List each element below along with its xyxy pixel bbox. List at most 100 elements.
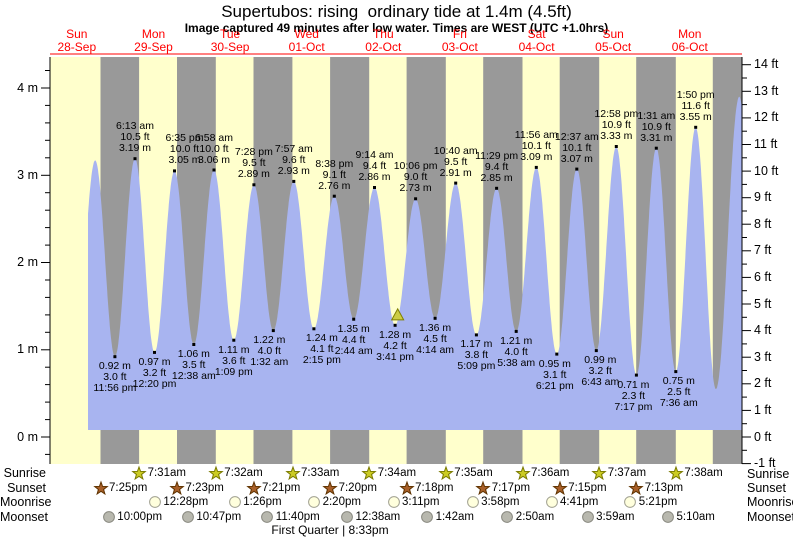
moonrise-time-label: 2:20pm bbox=[322, 496, 361, 508]
right-axis-tick-label: 12 ft bbox=[754, 110, 779, 125]
low-tide-dot bbox=[433, 316, 437, 320]
page-subtitle: Image captured 49 minutes after low wate… bbox=[184, 21, 609, 35]
day-date-label: 06-Oct bbox=[671, 40, 708, 54]
high-tide-dot bbox=[495, 186, 499, 190]
sunrise-star-icon bbox=[208, 465, 224, 481]
moonrise-circle-icon bbox=[308, 496, 320, 508]
right-axis-tick-label: -1 ft bbox=[754, 456, 776, 471]
low-tide-label: 1.21 m 4.0 ft 5:38 am bbox=[497, 334, 536, 369]
day-weekday-label: Mon bbox=[141, 27, 166, 41]
sunrise-star-icon bbox=[284, 465, 301, 481]
high-tide-label: 12:37 am 10.1 ft 3.07 m bbox=[554, 130, 599, 165]
legend-moonrise-right: Moonrise bbox=[747, 495, 793, 509]
high-tide-dot bbox=[614, 145, 618, 148]
legend-sunset-right: Sunset bbox=[747, 481, 786, 495]
high-tide-dot bbox=[654, 146, 658, 150]
high-tide-dot bbox=[252, 183, 256, 187]
moonrise-circle-icon bbox=[148, 496, 161, 508]
day-date-label: 04-Oct bbox=[518, 40, 555, 54]
legend-sunrise-right: Sunrise bbox=[747, 467, 790, 481]
right-axis-tick-label: 5 ft bbox=[754, 296, 772, 311]
high-tide-dot bbox=[292, 179, 296, 183]
sunrise-star-icon bbox=[361, 465, 377, 481]
sunrise-star-icon bbox=[514, 465, 531, 481]
high-tide-label: 10:40 am 9.5 ft 2.91 m bbox=[433, 144, 478, 179]
day-weekday-label: Tue bbox=[219, 27, 241, 41]
low-tide-dot bbox=[594, 349, 598, 353]
sunset-star-icon bbox=[475, 480, 491, 495]
sunset-time-label: 7:17pm bbox=[491, 481, 531, 494]
left-axis-tick-label: 4 m bbox=[17, 80, 38, 95]
sunset-star-icon bbox=[322, 480, 338, 495]
low-tide-label: 1.24 m 4.1 ft 2:15 pm bbox=[302, 332, 341, 367]
moonset-time-label: 3:59am bbox=[596, 510, 635, 523]
moonset-circle-icon bbox=[261, 510, 274, 523]
sunset-star-icon bbox=[169, 480, 185, 495]
sunrise-time-label: 7:34am bbox=[377, 467, 417, 479]
high-tide-dot bbox=[212, 168, 216, 172]
moonset-time-label: 11:40pm bbox=[275, 510, 320, 523]
low-tide-label: 0.99 m 3.2 ft 6:43 am bbox=[581, 354, 620, 389]
sunset-time-label: 7:21pm bbox=[262, 481, 301, 494]
high-tide-label: 6:35 pm 10.0 ft 3.05 m bbox=[165, 132, 204, 167]
moonrise-time-label: 3:58pm bbox=[481, 496, 520, 508]
day-date-label: 28-Sep bbox=[57, 40, 97, 54]
right-axis-tick-label: 1 ft bbox=[754, 402, 772, 417]
legend-sunrise-left: Sunrise bbox=[3, 466, 46, 480]
sunrise-time-label: 7:35am bbox=[454, 467, 493, 479]
right-axis-tick-label: 3 ft bbox=[754, 349, 772, 364]
low-tide-label: 1.17 m 3.8 ft 5:09 pm bbox=[457, 338, 496, 373]
low-tide-label: 1.11 m 3.6 ft 1:09 pm bbox=[214, 343, 253, 378]
low-tide-label: 1.06 m 3.5 ft 12:38 am bbox=[171, 348, 216, 382]
moonrise-circle-icon bbox=[466, 496, 479, 508]
day-date-label: 01-Oct bbox=[288, 40, 325, 54]
moonrise-circle-icon bbox=[545, 496, 558, 508]
high-tide-label: 7:28 pm 9.5 ft 2.89 m bbox=[234, 146, 273, 181]
sunset-time-label: 7:18pm bbox=[415, 481, 454, 494]
moonset-circle-icon bbox=[341, 510, 353, 523]
high-tide-dot bbox=[173, 169, 176, 173]
day-weekday-label: Mon bbox=[678, 27, 702, 41]
moonset-circle-icon bbox=[102, 510, 115, 523]
high-tide-label: 6:13 am 10.5 ft 3.19 m bbox=[116, 120, 154, 155]
day-date-label: 05-Oct bbox=[595, 40, 632, 54]
moonset-time-label: 5:10am bbox=[676, 510, 715, 523]
sunset-star-icon bbox=[92, 480, 109, 495]
low-tide-dot bbox=[271, 329, 275, 333]
day-date-label: 30-Sep bbox=[210, 40, 250, 54]
high-tide-label: 7:57 am 9.6 ft 2.93 m bbox=[274, 142, 313, 177]
sunrise-star-icon bbox=[438, 465, 454, 481]
sunset-time-label: 7:15pm bbox=[568, 481, 607, 494]
moonrise-time-label: 3:11pm bbox=[402, 496, 440, 508]
moonset-circle-icon bbox=[421, 510, 433, 523]
high-tide-dot bbox=[575, 167, 579, 171]
sunrise-time-label: 7:33am bbox=[301, 467, 340, 479]
right-axis-tick-label: 8 ft bbox=[754, 216, 772, 231]
sunset-time-label: 7:25pm bbox=[109, 481, 148, 494]
moonset-time-label: 10:00pm bbox=[117, 510, 163, 523]
right-axis-tick-label: 6 ft bbox=[754, 269, 772, 284]
moonrise-time-label: 4:41pm bbox=[560, 496, 599, 508]
right-axis-tick-label: 2 ft bbox=[754, 376, 772, 391]
right-axis-tick-label: 0 ft bbox=[754, 429, 772, 444]
low-tide-dot bbox=[192, 343, 196, 346]
high-tide-label: 1:31 am 10.9 ft 3.31 m bbox=[637, 109, 676, 144]
moonrise-time-label: 5:21pm bbox=[638, 496, 678, 508]
moonrise-circle-icon bbox=[624, 496, 637, 508]
high-tide-label: 11:29 pm 9.4 ft 2.85 m bbox=[475, 149, 519, 184]
right-axis-tick-label: 4 ft bbox=[754, 323, 772, 338]
right-axis-tick-label: 9 ft bbox=[754, 190, 772, 205]
right-axis-tick-label: 13 ft bbox=[754, 83, 779, 98]
high-tide-dot bbox=[373, 186, 376, 189]
sunset-star-icon bbox=[551, 480, 568, 495]
sunrise-star-icon bbox=[131, 465, 147, 481]
right-axis-tick-label: 7 ft bbox=[754, 243, 772, 258]
low-tide-dot bbox=[153, 350, 156, 354]
low-tide-label: 1.35 m 4.4 ft 2:44 am bbox=[334, 322, 373, 357]
moonrise-circle-icon bbox=[387, 496, 400, 508]
low-tide-label: 0.71 m 2.3 ft 7:17 pm bbox=[614, 378, 653, 413]
sunset-time-label: 7:13pm bbox=[644, 481, 684, 494]
moonset-time-label: 2:50am bbox=[515, 510, 555, 523]
low-tide-label: 0.92 m 3.0 ft 11:56 pm bbox=[93, 360, 137, 395]
